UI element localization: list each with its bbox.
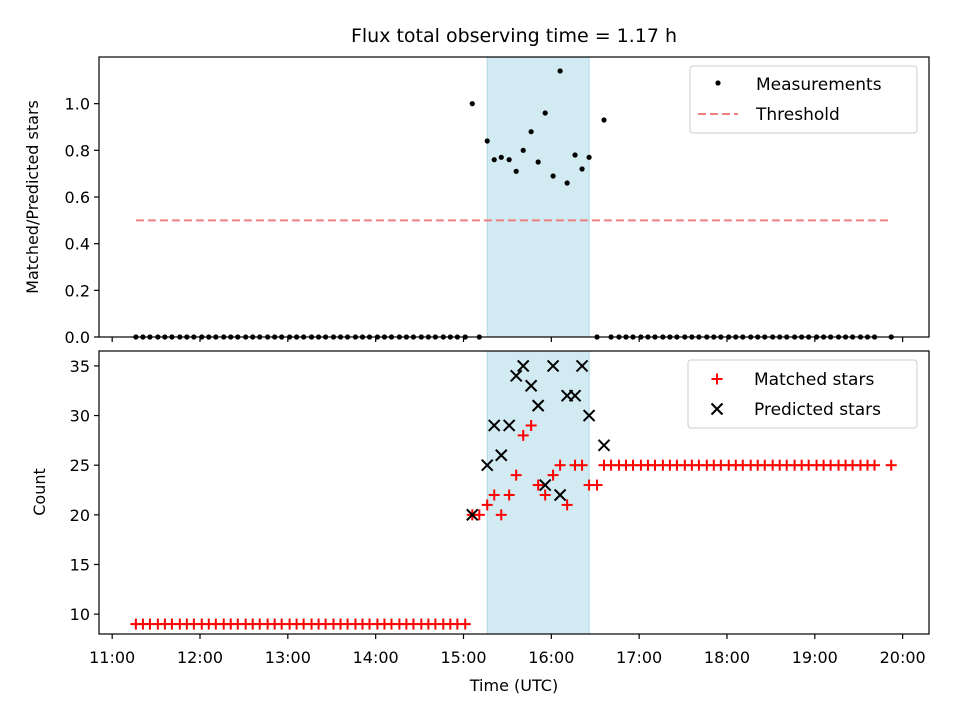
predicted-star-point bbox=[582, 409, 596, 422]
measurement-point bbox=[542, 110, 548, 116]
measurement-point bbox=[498, 154, 504, 160]
bottom-y-tick-label: 25 bbox=[70, 456, 90, 475]
predicted-star-point bbox=[488, 419, 501, 432]
matched-star-point bbox=[576, 459, 588, 471]
measurement-point bbox=[491, 157, 497, 163]
measurement-point bbox=[469, 101, 475, 107]
x-tick-label: 15:00 bbox=[440, 648, 486, 667]
legend-threshold-label: Threshold bbox=[755, 105, 840, 125]
predicted-star-point bbox=[575, 359, 589, 373]
bottom-y-tick-label: 15 bbox=[70, 555, 90, 574]
top-y-tick-label: 0.4 bbox=[65, 235, 90, 254]
legend-matched-marker bbox=[711, 373, 723, 385]
measurement-point bbox=[513, 168, 519, 174]
predicted-star-point bbox=[466, 508, 479, 522]
predicted-star-point bbox=[481, 458, 494, 472]
predicted-star-point bbox=[524, 379, 538, 392]
observing-span bbox=[486, 56, 590, 338]
matched-star-point bbox=[495, 509, 507, 521]
matched-star-point bbox=[481, 499, 493, 511]
matched-star-point bbox=[517, 429, 529, 441]
measurement-point bbox=[506, 157, 512, 163]
bottom-y-axis-label: Count bbox=[30, 468, 49, 516]
x-tick-label: 16:00 bbox=[528, 648, 574, 667]
legend-measurements-label: Measurements bbox=[756, 75, 882, 95]
measurement-point bbox=[601, 117, 607, 123]
predicted-star-point bbox=[538, 478, 552, 492]
legend-predicted-marker bbox=[710, 402, 724, 416]
measurement-point bbox=[564, 180, 570, 186]
matched-star-point bbox=[869, 459, 881, 471]
x-tick-label: 12:00 bbox=[177, 648, 223, 667]
legend-matched-label: Matched stars bbox=[754, 370, 874, 390]
legend-predicted-label: Predicted stars bbox=[754, 400, 881, 420]
x-tick-label: 11:00 bbox=[89, 648, 135, 667]
top-plot-frame bbox=[98, 56, 930, 338]
bottom-legend: Matched stars Predicted stars bbox=[687, 359, 918, 429]
matched-star-point bbox=[488, 489, 500, 501]
x-tick-label: 14:00 bbox=[353, 648, 399, 667]
measurement-point bbox=[535, 159, 541, 165]
top-y-tick-label: 0.2 bbox=[65, 281, 90, 300]
top-y-axis-label: Matched/Predicted stars bbox=[23, 100, 42, 294]
x-tick-label: 20:00 bbox=[880, 648, 926, 667]
bottom-y-tick-label: 20 bbox=[70, 506, 90, 525]
measurement-point bbox=[586, 154, 592, 160]
x-tick-label: 18:00 bbox=[704, 648, 750, 667]
measurement-point bbox=[572, 152, 578, 158]
predicted-star-point bbox=[517, 359, 530, 373]
matched-star-point bbox=[503, 489, 515, 501]
predicted-star-point bbox=[531, 399, 545, 412]
x-tick-label: 17:00 bbox=[616, 648, 662, 667]
x-tick-label: 13:00 bbox=[265, 648, 311, 667]
predicted-star-point bbox=[553, 488, 567, 502]
bottom-panel: 10 15 20 25 30 35 11:00 12:00 13:00 14:00 15:00 16… bbox=[30, 350, 930, 695]
predicted-star-point bbox=[546, 359, 560, 373]
bottom-y-tick-label: 30 bbox=[70, 407, 90, 426]
predicted-star-point bbox=[509, 369, 523, 383]
legend-frame bbox=[687, 359, 918, 429]
matched-star-point bbox=[510, 469, 522, 481]
matched-star-point bbox=[561, 499, 573, 511]
measurement-point bbox=[579, 166, 585, 172]
bottom-y-tick-label: 35 bbox=[70, 357, 90, 376]
top-y-tick-label: 0.6 bbox=[65, 188, 90, 207]
bottom-plot-frame bbox=[98, 350, 930, 635]
legend-measurements-marker bbox=[715, 80, 721, 86]
matched-star-point bbox=[525, 419, 537, 431]
top-y-tick-label: 1.0 bbox=[65, 95, 90, 114]
predicted-star-point bbox=[495, 449, 508, 462]
matched-star-point bbox=[459, 618, 471, 630]
measurement-point bbox=[528, 129, 534, 135]
top-y-tick-label: 0.8 bbox=[65, 141, 90, 160]
predicted-star-point bbox=[597, 439, 611, 452]
legend-frame bbox=[689, 65, 918, 134]
chart-title: Flux total observing time = 1.17 h bbox=[351, 25, 677, 47]
bottom-y-tick-label: 10 bbox=[70, 605, 90, 624]
matched-star-point bbox=[591, 479, 603, 491]
measurement-point bbox=[520, 147, 526, 153]
matched-star-point bbox=[539, 489, 551, 501]
predicted-star-point bbox=[502, 419, 516, 432]
x-axis-label: Time (UTC) bbox=[469, 676, 558, 695]
matched-star-point bbox=[473, 509, 485, 521]
top-y-tick-label: 0.0 bbox=[65, 328, 90, 347]
matched-star-point bbox=[885, 459, 897, 471]
matched-star-point bbox=[532, 479, 544, 491]
top-legend: Measurements Threshold bbox=[689, 65, 918, 134]
measurement-point bbox=[550, 173, 556, 179]
matched-star-point bbox=[554, 459, 566, 471]
x-tick-label: 19:00 bbox=[792, 648, 838, 667]
measurement-point bbox=[484, 138, 490, 144]
matched-star-point bbox=[547, 469, 559, 481]
top-panel: 0.0 0.2 0.4 0.6 0.8 1.0 Matched/Predicted sta… bbox=[23, 56, 930, 347]
predicted-star-point bbox=[568, 389, 582, 402]
measurement-point bbox=[557, 68, 563, 74]
